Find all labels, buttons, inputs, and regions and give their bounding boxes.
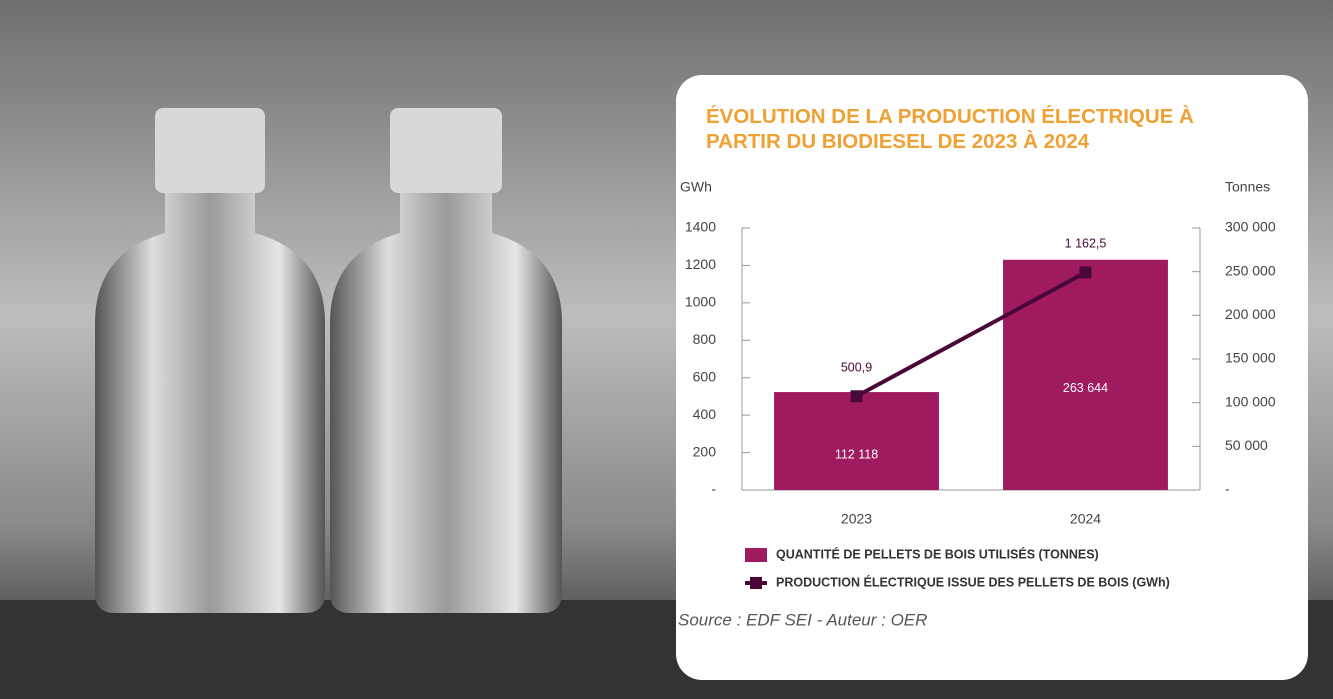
y2-tick-label: 200 000 — [1225, 306, 1276, 322]
y2-axis-label: Tonnes — [1225, 179, 1270, 195]
line-value-label: 1 162,5 — [1065, 237, 1107, 251]
y2-tick-label: 50 000 — [1225, 437, 1268, 453]
y-tick-label: 200 — [693, 443, 717, 459]
y-tick-label: 1000 — [685, 294, 716, 310]
y-axis-label: GWh — [680, 179, 712, 195]
chart-card — [676, 75, 1308, 680]
legend-swatch — [750, 577, 762, 589]
chart-title: ÉVOLUTION DE LA PRODUCTION ÉLECTRIQUE À … — [706, 105, 1194, 153]
y-tick-label: 1400 — [685, 219, 716, 235]
y-tick-label: 600 — [693, 368, 717, 384]
y2-tick-label: 100 000 — [1225, 393, 1276, 409]
legend-label: QUANTITÉ DE PELLETS DE BOIS UTILISÉS (TO… — [776, 546, 1099, 561]
bottle — [330, 108, 562, 613]
bar-value-label: 112 118 — [835, 447, 878, 461]
y2-tick-label: 150 000 — [1225, 350, 1276, 366]
x-tick-label: 2023 — [841, 511, 872, 527]
source: Source : EDF SEI - Auteur : OER — [678, 610, 927, 629]
line-value-label: 500,9 — [841, 361, 872, 375]
bar-value-label: 263 644 — [1063, 381, 1108, 395]
legend-swatch — [745, 548, 767, 562]
y2-tick-label: - — [1225, 481, 1230, 497]
y-tick-label: 1200 — [685, 256, 716, 272]
legend-label: PRODUCTION ÉLECTRIQUE ISSUE DES PELLETS … — [776, 574, 1170, 589]
bottle — [95, 108, 325, 613]
y-tick-label: 400 — [693, 406, 717, 422]
line-marker — [850, 390, 863, 403]
line — [855, 270, 1087, 399]
line-marker — [1079, 266, 1092, 279]
bar — [1003, 259, 1168, 490]
y2-tick-label: 300 000 — [1225, 219, 1276, 235]
y-tick-label: 800 — [693, 331, 717, 347]
y-tick-label: - — [711, 481, 716, 497]
x-tick-label: 2024 — [1070, 511, 1101, 527]
y2-tick-label: 250 000 — [1225, 262, 1276, 278]
bar — [774, 392, 939, 490]
